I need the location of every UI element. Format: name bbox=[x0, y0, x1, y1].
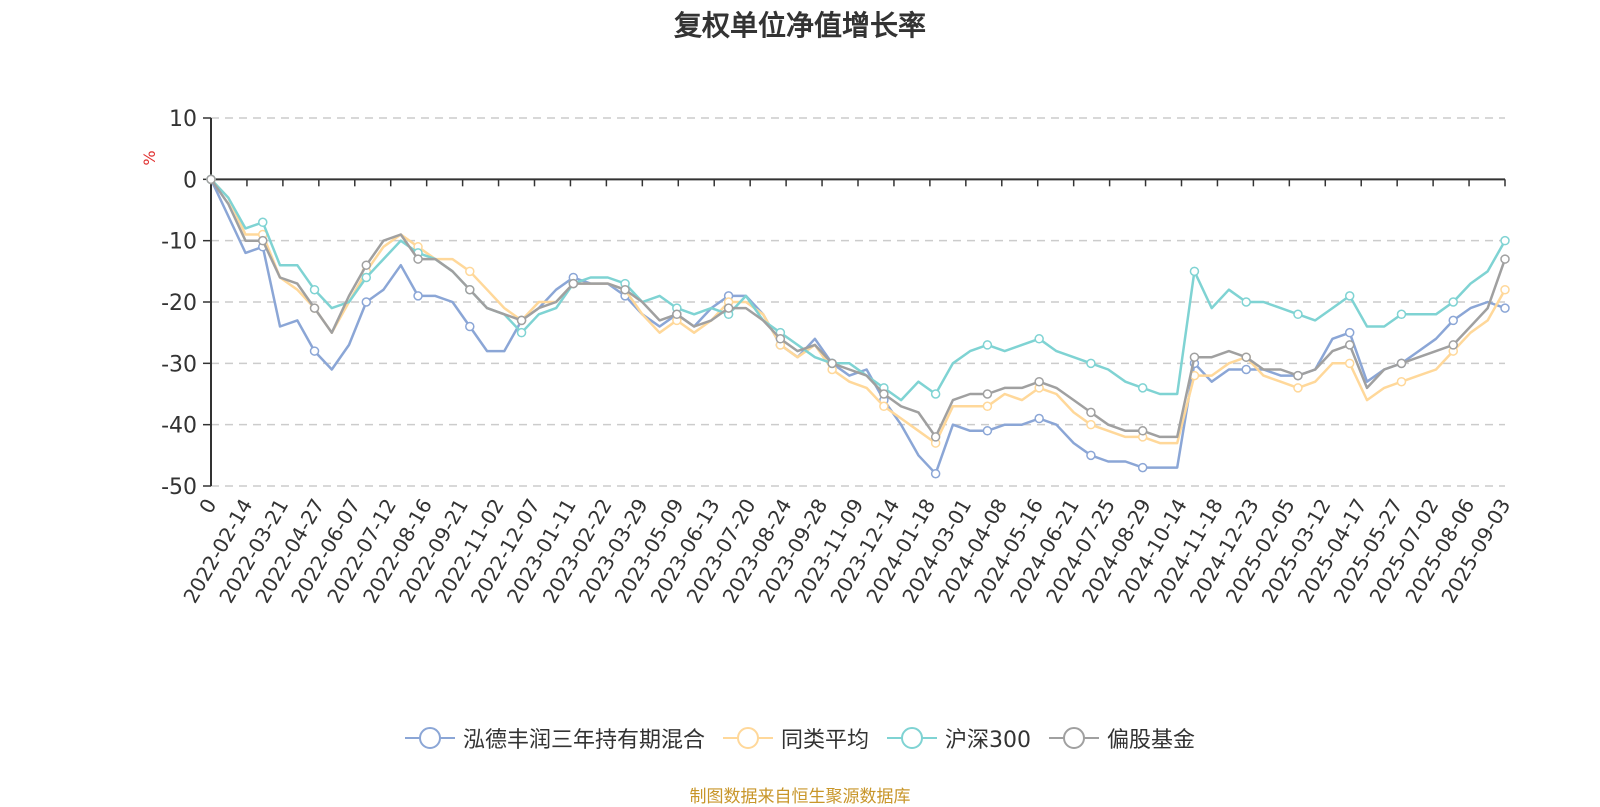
data-point bbox=[1500, 235, 1510, 246]
data-point bbox=[413, 254, 423, 264]
data-point bbox=[1396, 358, 1407, 369]
data-point bbox=[1293, 370, 1303, 381]
data-point bbox=[672, 309, 682, 320]
data-point bbox=[1293, 383, 1303, 393]
data-point bbox=[1189, 352, 1200, 362]
y-tick-label: -40 bbox=[161, 414, 197, 439]
data-point bbox=[1034, 413, 1044, 424]
source-note: 制图数据来自恒生聚源数据库 bbox=[689, 787, 911, 807]
data-point bbox=[1086, 407, 1096, 418]
legend-item[interactable]: 同类平均 bbox=[722, 722, 869, 754]
legend-symbol-icon bbox=[887, 727, 937, 749]
data-point bbox=[258, 217, 268, 228]
data-point bbox=[1034, 334, 1044, 344]
data-point bbox=[309, 346, 320, 356]
data-point bbox=[361, 297, 372, 307]
y-tick-label: -50 bbox=[161, 475, 197, 500]
data-point bbox=[1086, 450, 1096, 461]
data-point bbox=[1086, 358, 1096, 369]
data-point bbox=[982, 340, 993, 350]
y-tick-label: -10 bbox=[161, 230, 197, 255]
y-tick-label: 0 bbox=[183, 168, 197, 193]
data-point bbox=[1448, 340, 1458, 350]
data-point bbox=[1396, 309, 1407, 320]
legend-item[interactable]: 沪深300 bbox=[887, 722, 1031, 754]
data-point bbox=[930, 468, 941, 479]
data-point bbox=[1448, 315, 1458, 326]
data-point bbox=[982, 426, 993, 436]
data-point bbox=[1500, 254, 1510, 264]
data-point bbox=[258, 235, 268, 246]
data-point bbox=[465, 321, 475, 332]
series-line-0 bbox=[209, 178, 1506, 475]
data-point bbox=[723, 303, 734, 313]
data-point bbox=[982, 389, 993, 399]
data-point bbox=[516, 327, 527, 338]
data-point bbox=[930, 389, 941, 399]
chart-title: 复权单位净值增长率 bbox=[673, 9, 926, 42]
data-point bbox=[1034, 376, 1044, 387]
legend-label: 泓德丰润三年持有期混合 bbox=[462, 728, 705, 753]
data-point bbox=[361, 272, 372, 283]
data-point bbox=[827, 358, 837, 369]
data-point bbox=[775, 334, 786, 344]
data-point bbox=[206, 174, 216, 185]
series-line-3 bbox=[209, 178, 1507, 439]
y-tick-label: -20 bbox=[161, 291, 197, 316]
data-point bbox=[620, 284, 630, 295]
legend-label: 同类平均 bbox=[780, 728, 869, 753]
x-tick-label: 0 bbox=[194, 495, 221, 518]
series-line-2 bbox=[210, 178, 1507, 402]
data-point bbox=[1344, 291, 1355, 301]
legend-symbol-icon bbox=[722, 727, 773, 749]
data-point bbox=[1137, 383, 1148, 393]
data-point bbox=[1396, 376, 1407, 387]
data-point bbox=[1137, 426, 1148, 436]
data-point bbox=[1086, 419, 1096, 430]
y-tick-label: 10 bbox=[169, 107, 197, 132]
data-point bbox=[982, 401, 993, 412]
data-point bbox=[1344, 327, 1355, 338]
y-axis-label: % bbox=[140, 150, 159, 165]
data-point bbox=[1344, 340, 1355, 350]
data-point bbox=[1189, 266, 1200, 277]
data-point bbox=[1448, 297, 1458, 307]
legend-symbol-icon bbox=[1049, 727, 1099, 749]
legend-symbol-icon bbox=[404, 727, 455, 749]
data-point bbox=[465, 266, 475, 277]
data-point bbox=[930, 432, 941, 442]
data-point bbox=[1344, 358, 1355, 369]
data-point bbox=[413, 291, 423, 301]
data-point bbox=[879, 389, 889, 399]
data-point bbox=[1293, 309, 1303, 320]
data-point bbox=[879, 401, 889, 412]
data-point bbox=[1500, 303, 1510, 313]
data-point bbox=[361, 260, 372, 270]
data-point bbox=[1241, 352, 1251, 362]
grid-lines bbox=[211, 117, 1505, 487]
data-point bbox=[309, 284, 320, 295]
data-point bbox=[1241, 297, 1251, 307]
data-point bbox=[1500, 284, 1510, 295]
data-point bbox=[568, 278, 579, 289]
legend-item[interactable]: 偏股基金 bbox=[1049, 722, 1195, 754]
series-line-1 bbox=[210, 178, 1507, 445]
series-lines bbox=[206, 174, 1510, 479]
data-point bbox=[516, 315, 527, 326]
data-point bbox=[465, 284, 475, 295]
data-point bbox=[1137, 462, 1148, 473]
data-point bbox=[1241, 364, 1251, 375]
legend: 泓德丰润三年持有期混合 同类平均 沪深300 偏股基金 bbox=[0, 722, 1600, 754]
legend-label: 偏股基金 bbox=[1107, 728, 1196, 753]
data-point bbox=[309, 303, 320, 313]
y-tick-label: -30 bbox=[161, 352, 197, 377]
legend-item[interactable]: 泓德丰润三年持有期混合 bbox=[404, 722, 705, 754]
legend-label: 沪深300 bbox=[945, 728, 1031, 753]
